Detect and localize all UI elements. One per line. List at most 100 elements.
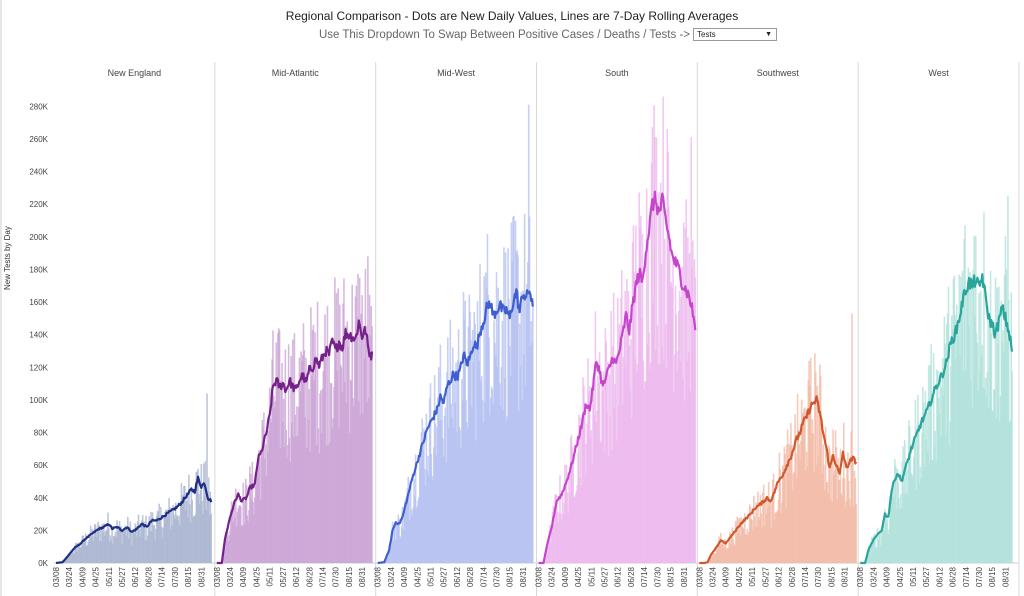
daily-value-bar xyxy=(447,428,450,563)
x-tick-label: 08/31 xyxy=(1001,566,1010,587)
panel-header: Southwest xyxy=(757,68,800,78)
daily-value-bar xyxy=(437,396,439,563)
daily-value-bar xyxy=(758,519,761,563)
daily-value-bar xyxy=(718,536,720,563)
daily-value-bar xyxy=(731,527,734,563)
daily-value-bar xyxy=(414,496,416,563)
daily-value-bar xyxy=(257,466,259,563)
daily-value-bar xyxy=(682,378,684,563)
metric-dropdown[interactable]: Tests ▼ xyxy=(693,28,777,41)
daily-value-bar xyxy=(817,455,819,563)
daily-value-bar xyxy=(653,105,655,564)
daily-value-bar xyxy=(409,519,411,563)
daily-value-bar xyxy=(813,471,815,563)
daily-value-bar xyxy=(979,290,982,563)
daily-value-bar xyxy=(299,391,302,563)
daily-value-bar xyxy=(495,272,498,563)
daily-value-bar xyxy=(771,479,774,563)
daily-value-bar xyxy=(762,492,764,563)
daily-value-bar xyxy=(682,222,685,563)
daily-value-bar xyxy=(797,428,800,563)
daily-value-bar xyxy=(530,321,532,563)
daily-value-bar xyxy=(160,507,162,563)
daily-value-bar xyxy=(200,464,203,563)
daily-value-bar xyxy=(915,490,918,563)
metric-dropdown-value: Tests xyxy=(697,30,716,39)
daily-value-bar xyxy=(399,538,402,563)
daily-value-bar xyxy=(868,545,871,563)
x-tick-label: 07/14 xyxy=(318,566,327,587)
daily-value-bar xyxy=(122,530,124,563)
daily-value-bar xyxy=(370,306,372,563)
daily-value-bar xyxy=(583,403,586,563)
daily-value-bar xyxy=(932,352,935,563)
daily-value-bar xyxy=(193,515,195,563)
daily-value-bar xyxy=(591,463,593,563)
daily-value-bar xyxy=(628,345,631,563)
daily-value-bar xyxy=(385,557,388,563)
daily-value-bar xyxy=(95,537,98,563)
daily-value-bar xyxy=(422,449,424,563)
daily-value-bar xyxy=(976,342,979,563)
daily-value-bar xyxy=(632,225,635,563)
daily-value-bar xyxy=(819,364,821,563)
daily-value-bar xyxy=(471,330,474,563)
daily-value-bar xyxy=(721,544,724,563)
daily-value-bar xyxy=(368,294,371,563)
daily-value-bar xyxy=(557,522,560,563)
daily-value-bar xyxy=(715,552,717,563)
daily-value-bar xyxy=(895,509,898,563)
daily-value-bar xyxy=(790,423,792,563)
daily-value-bar xyxy=(101,524,104,563)
y-tick-label: 200K xyxy=(29,233,48,242)
daily-value-bar xyxy=(406,488,409,563)
daily-value-bar xyxy=(655,137,658,563)
chevron-down-icon[interactable]: ▼ xyxy=(765,31,772,38)
daily-value-bar xyxy=(98,524,100,563)
x-tick-label: 08/31 xyxy=(358,566,367,587)
daily-value-bar xyxy=(400,526,403,563)
daily-value-bar xyxy=(449,319,452,563)
daily-value-bar xyxy=(473,311,476,563)
daily-value-bar xyxy=(396,524,399,563)
daily-value-bar xyxy=(329,382,332,563)
daily-value-bar xyxy=(745,534,748,563)
daily-value-bar xyxy=(875,547,877,563)
daily-value-bar xyxy=(918,483,921,563)
daily-value-bar xyxy=(992,410,994,563)
daily-value-bar xyxy=(744,534,747,563)
daily-value-bar xyxy=(711,552,714,563)
daily-value-bar xyxy=(921,432,923,563)
daily-value-bar xyxy=(121,544,123,563)
daily-value-bar xyxy=(686,360,688,563)
daily-value-bar xyxy=(572,460,574,563)
daily-value-bar xyxy=(84,533,87,563)
daily-value-bar xyxy=(290,356,292,563)
panel-header: New England xyxy=(108,68,162,78)
daily-value-bar xyxy=(78,542,80,563)
daily-value-bar xyxy=(456,360,459,563)
daily-value-bar xyxy=(961,271,964,563)
daily-value-bar xyxy=(398,518,400,563)
x-tick-label: 06/28 xyxy=(144,566,153,587)
daily-value-bar xyxy=(130,529,132,563)
daily-value-bar xyxy=(950,315,953,563)
daily-value-bar xyxy=(454,402,457,563)
daily-value-bar xyxy=(136,536,138,563)
dropdown-instruction: Use This Dropdown To Swap Between Positi… xyxy=(318,29,690,41)
daily-value-bar xyxy=(752,529,754,563)
x-tick-label: 08/15 xyxy=(988,566,997,587)
daily-value-bar xyxy=(459,430,462,563)
daily-value-bar xyxy=(733,543,735,563)
x-tick-label: 05/11 xyxy=(266,566,275,586)
daily-value-bar xyxy=(779,469,782,563)
daily-value-bar xyxy=(469,311,471,563)
daily-value-bar xyxy=(545,551,547,563)
daily-value-bar xyxy=(948,445,951,563)
daily-value-bar xyxy=(934,430,937,563)
daily-value-bar xyxy=(950,366,952,563)
daily-value-bar xyxy=(761,527,763,563)
daily-value-bar xyxy=(256,473,259,563)
daily-value-bar xyxy=(953,275,956,563)
daily-value-bar xyxy=(958,274,961,563)
